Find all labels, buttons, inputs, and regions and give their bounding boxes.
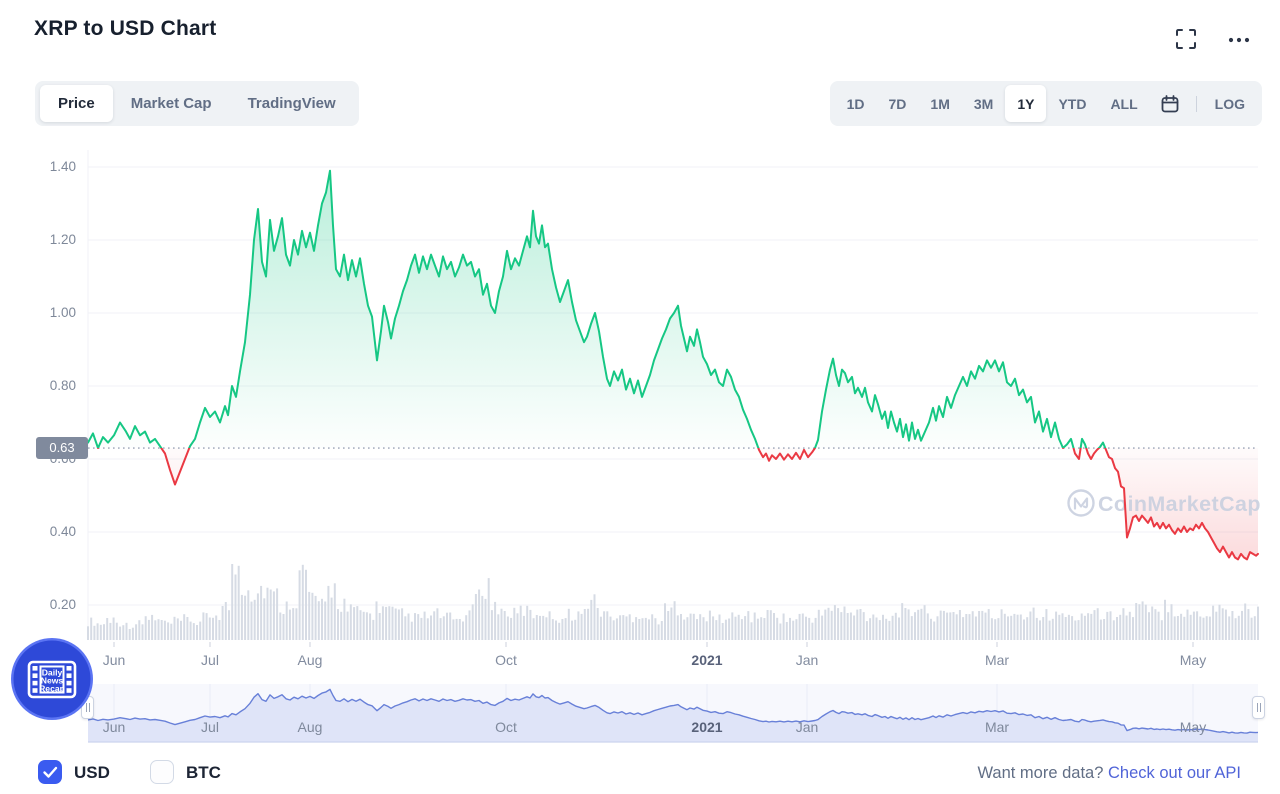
handle-grip bbox=[88, 703, 90, 712]
ellipsis-icon bbox=[1228, 37, 1250, 43]
range-7d[interactable]: 7D bbox=[877, 85, 919, 122]
daily-news-recap-badge[interactable]: Daily News Recap bbox=[10, 637, 94, 721]
btc-label[interactable]: BTC bbox=[186, 763, 221, 782]
usd-label[interactable]: USD bbox=[74, 763, 110, 782]
handle-grip bbox=[1259, 703, 1261, 712]
range-3m[interactable]: 3M bbox=[962, 85, 1005, 122]
handle-grip bbox=[85, 703, 87, 712]
x-axis-ticks bbox=[113, 642, 1194, 647]
price-line bbox=[87, 169, 1259, 561]
page-title: XRP to USD Chart bbox=[34, 17, 217, 40]
film-strip-icon: Daily News Recap bbox=[11, 638, 93, 720]
chart-type-tabs: Price Market Cap TradingView bbox=[35, 81, 359, 126]
tab-price[interactable]: Price bbox=[40, 85, 113, 122]
more-options-button[interactable] bbox=[1222, 26, 1256, 52]
volume-bars bbox=[87, 564, 1259, 640]
api-promo-line: Want more data? Check out our API bbox=[977, 764, 1241, 783]
calendar-icon bbox=[1161, 94, 1179, 112]
fullscreen-button[interactable] bbox=[1173, 26, 1199, 52]
range-1d[interactable]: 1D bbox=[835, 85, 877, 122]
range-1y[interactable]: 1Y bbox=[1005, 85, 1047, 122]
fullscreen-icon bbox=[1176, 29, 1196, 49]
range-1m[interactable]: 1M bbox=[918, 85, 961, 122]
usd-checkbox[interactable] bbox=[38, 760, 62, 784]
custom-date-range-button[interactable] bbox=[1150, 85, 1190, 122]
log-scale-toggle[interactable]: LOG bbox=[1203, 85, 1257, 122]
navigator-mini-chart[interactable] bbox=[87, 684, 1259, 743]
current-price-tag: 0.63 bbox=[36, 437, 88, 459]
tab-market-cap[interactable]: Market Cap bbox=[113, 85, 230, 122]
btc-checkbox[interactable] bbox=[150, 760, 174, 784]
range-bar-divider bbox=[1195, 95, 1197, 112]
check-icon bbox=[43, 766, 58, 778]
badge-line-2: News bbox=[41, 676, 64, 686]
api-link[interactable]: Check out our API bbox=[1108, 764, 1241, 782]
date-range-bar: 1D 7D 1M 3M 1Y YTD ALL LOG bbox=[829, 81, 1262, 126]
tab-tradingview[interactable]: TradingView bbox=[230, 85, 354, 122]
coinmarketcap-watermark: CoinMarketCap bbox=[1067, 489, 1261, 517]
api-prompt-text: Want more data? bbox=[977, 764, 1104, 782]
price-area-fills bbox=[88, 170, 1258, 560]
range-all[interactable]: ALL bbox=[1098, 85, 1149, 122]
svg-text:CoinMarketCap: CoinMarketCap bbox=[1098, 492, 1261, 516]
badge-line-1: Daily bbox=[42, 668, 63, 678]
badge-line-3: Recap bbox=[39, 684, 65, 694]
handle-grip bbox=[1256, 703, 1258, 712]
navigator-right-handle[interactable] bbox=[1252, 696, 1265, 719]
range-ytd[interactable]: YTD bbox=[1046, 85, 1098, 122]
